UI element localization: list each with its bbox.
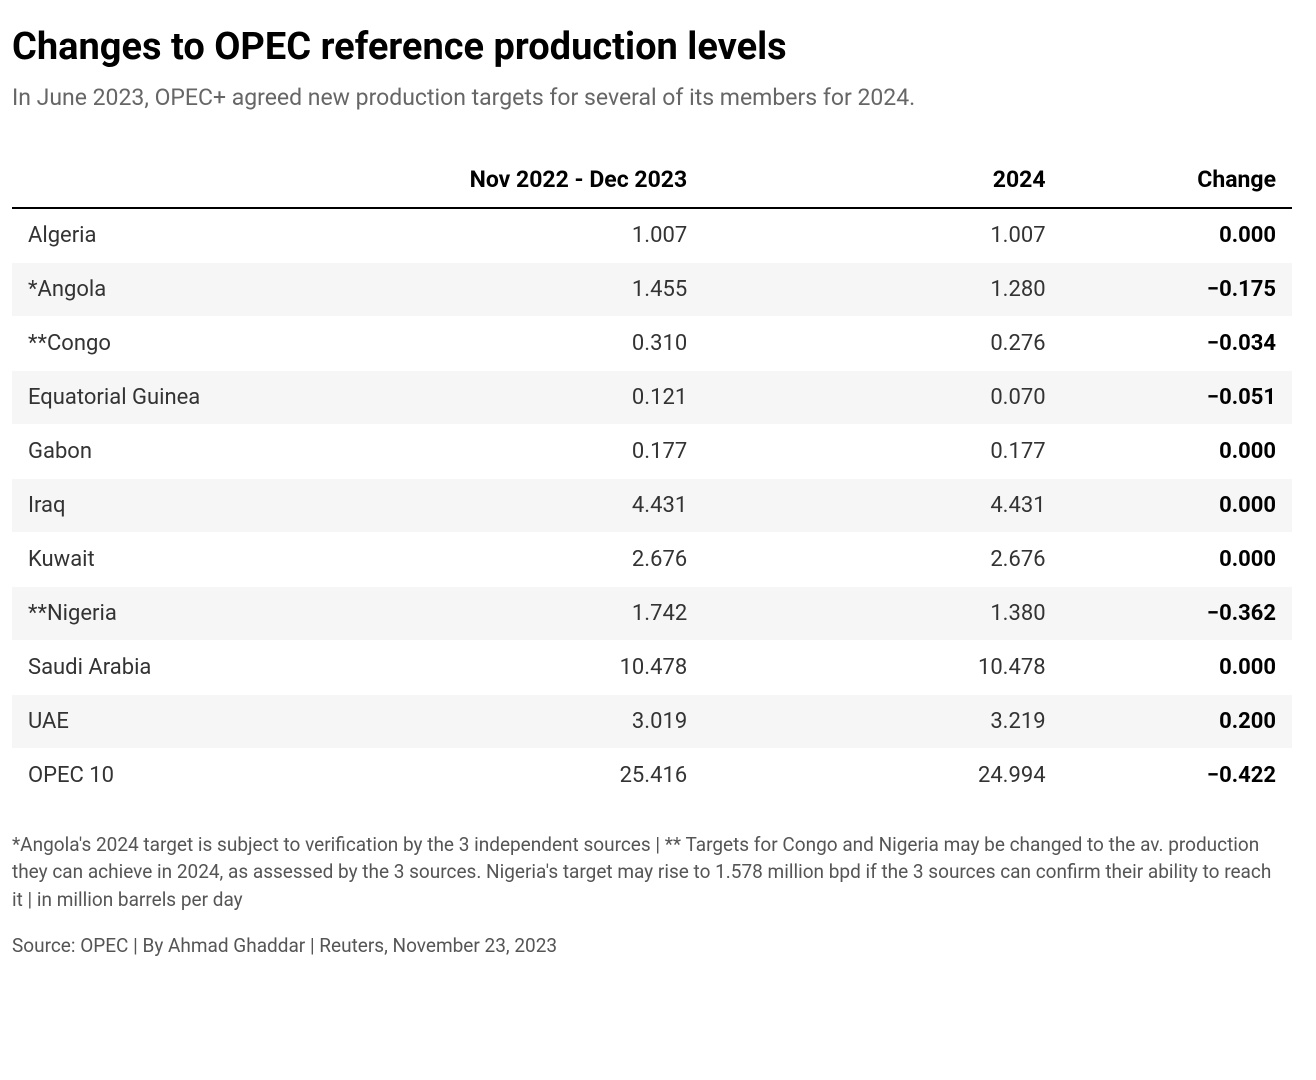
cell-change: 0.000	[1062, 640, 1292, 694]
cell-value-a: 4.431	[345, 478, 703, 532]
cell-change: −0.422	[1062, 748, 1292, 802]
cell-change: 0.000	[1062, 532, 1292, 586]
cell-value-a: 10.478	[345, 640, 703, 694]
cell-country: **Congo	[12, 316, 345, 370]
cell-country: OPEC 10	[12, 748, 345, 802]
cell-value-a: 1.742	[345, 586, 703, 640]
cell-change: −0.034	[1062, 316, 1292, 370]
cell-value-b: 1.280	[703, 262, 1061, 316]
table-row: **Nigeria 1.742 1.380 −0.362	[12, 586, 1292, 640]
figure-title: Changes to OPEC reference production lev…	[12, 24, 1292, 72]
cell-value-b: 0.177	[703, 424, 1061, 478]
cell-change: 0.000	[1062, 478, 1292, 532]
cell-change: −0.362	[1062, 586, 1292, 640]
table-body: Algeria 1.007 1.007 0.000 *Angola 1.455 …	[12, 208, 1292, 803]
cell-change: 0.000	[1062, 424, 1292, 478]
col-header-country	[12, 154, 345, 208]
cell-value-b: 1.007	[703, 208, 1061, 263]
cell-value-b: 2.676	[703, 532, 1061, 586]
figure-subtitle: In June 2023, OPEC+ agreed new productio…	[12, 82, 1292, 114]
table-row: Equatorial Guinea 0.121 0.070 −0.051	[12, 370, 1292, 424]
col-header-change: Change	[1062, 154, 1292, 208]
figure-source: Source: OPEC | By Ahmad Ghaddar | Reuter…	[12, 932, 1292, 960]
col-header-period-b: 2024	[703, 154, 1061, 208]
table-row: *Angola 1.455 1.280 −0.175	[12, 262, 1292, 316]
cell-country: **Nigeria	[12, 586, 345, 640]
cell-country: Saudi Arabia	[12, 640, 345, 694]
cell-value-b: 24.994	[703, 748, 1061, 802]
col-header-period-a: Nov 2022 - Dec 2023	[345, 154, 703, 208]
cell-country: Kuwait	[12, 532, 345, 586]
cell-value-a: 3.019	[345, 694, 703, 748]
cell-value-a: 0.310	[345, 316, 703, 370]
cell-value-b: 1.380	[703, 586, 1061, 640]
table-row: Iraq 4.431 4.431 0.000	[12, 478, 1292, 532]
cell-country: Gabon	[12, 424, 345, 478]
cell-country: Algeria	[12, 208, 345, 263]
cell-value-b: 0.276	[703, 316, 1061, 370]
cell-value-a: 0.121	[345, 370, 703, 424]
table-row: OPEC 10 25.416 24.994 −0.422	[12, 748, 1292, 802]
table-row: **Congo 0.310 0.276 −0.034	[12, 316, 1292, 370]
table-row: Gabon 0.177 0.177 0.000	[12, 424, 1292, 478]
data-table: Nov 2022 - Dec 2023 2024 Change Algeria …	[12, 154, 1292, 803]
cell-value-a: 25.416	[345, 748, 703, 802]
cell-value-a: 1.455	[345, 262, 703, 316]
cell-value-b: 10.478	[703, 640, 1061, 694]
cell-value-b: 3.219	[703, 694, 1061, 748]
cell-country: Iraq	[12, 478, 345, 532]
figure-footnote: *Angola's 2024 target is subject to veri…	[12, 831, 1272, 914]
cell-value-b: 0.070	[703, 370, 1061, 424]
cell-country: Equatorial Guinea	[12, 370, 345, 424]
cell-value-a: 2.676	[345, 532, 703, 586]
table-row: Saudi Arabia 10.478 10.478 0.000	[12, 640, 1292, 694]
figure-container: Changes to OPEC reference production lev…	[0, 0, 1316, 1003]
cell-country: UAE	[12, 694, 345, 748]
cell-change: −0.175	[1062, 262, 1292, 316]
cell-change: −0.051	[1062, 370, 1292, 424]
table-row: Kuwait 2.676 2.676 0.000	[12, 532, 1292, 586]
cell-country: *Angola	[12, 262, 345, 316]
cell-value-a: 0.177	[345, 424, 703, 478]
cell-value-a: 1.007	[345, 208, 703, 263]
table-row: UAE 3.019 3.219 0.200	[12, 694, 1292, 748]
cell-value-b: 4.431	[703, 478, 1061, 532]
table-header-row: Nov 2022 - Dec 2023 2024 Change	[12, 154, 1292, 208]
cell-change: 0.200	[1062, 694, 1292, 748]
cell-change: 0.000	[1062, 208, 1292, 263]
table-row: Algeria 1.007 1.007 0.000	[12, 208, 1292, 263]
